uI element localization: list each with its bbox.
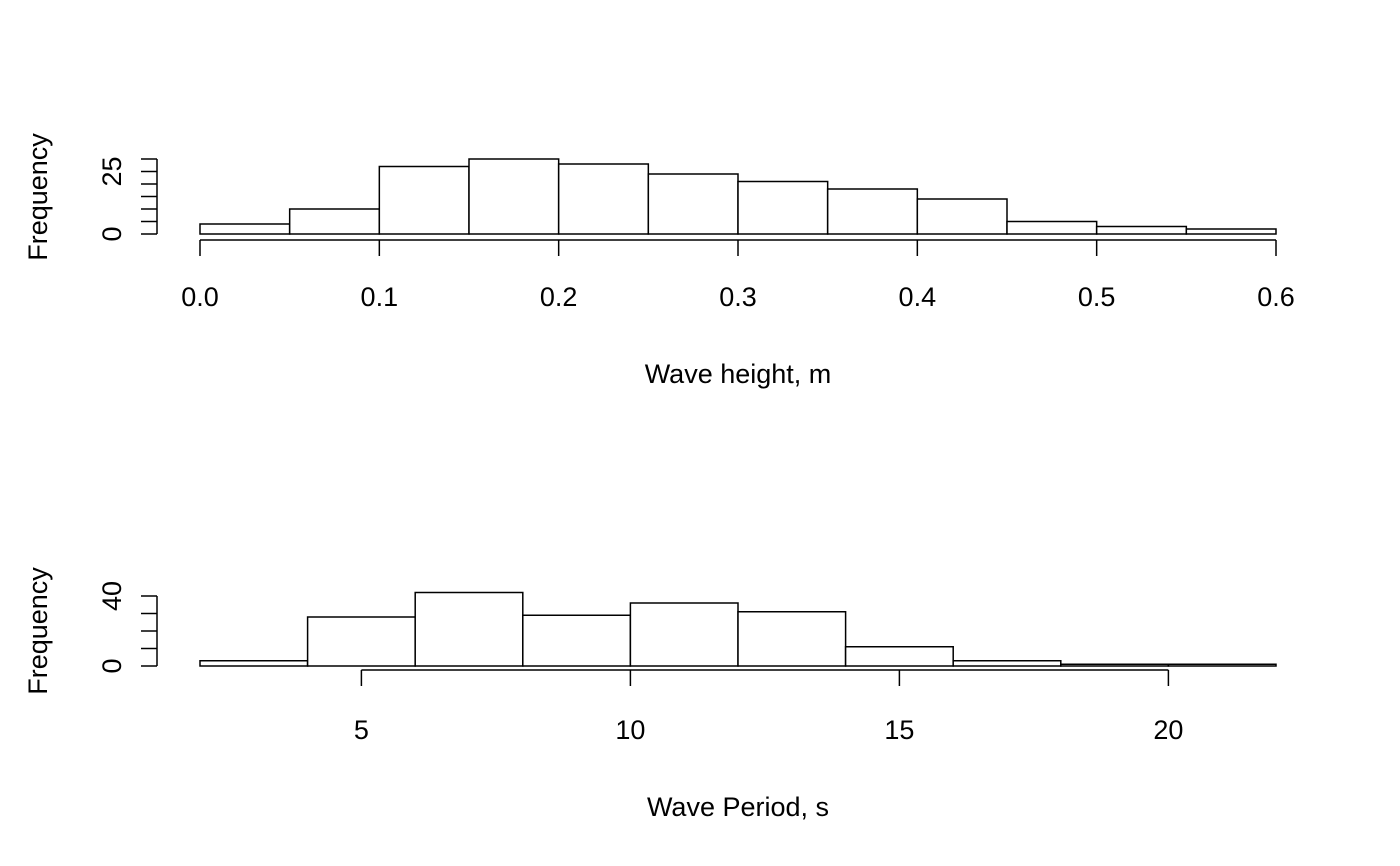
wave-height-x-tick-label: 0.5 xyxy=(1078,282,1116,312)
wave-height-bar xyxy=(1185,228,1277,235)
wave-period-bars xyxy=(199,591,1277,667)
wave-height-bar xyxy=(557,163,650,235)
wave-height-x-tick-label: 0.1 xyxy=(361,282,399,312)
wave-period-x-label: Wave Period, s xyxy=(647,792,829,822)
wave-period-y-axis: 0 40 xyxy=(97,581,158,674)
wave-period-bar xyxy=(737,611,847,667)
wave-period-bar xyxy=(199,660,309,667)
wave-height-bars xyxy=(199,158,1277,235)
wave-period-y-tick-label: 40 xyxy=(97,581,127,611)
wave-height-x-label: Wave height, m xyxy=(645,359,832,389)
wave-height-x-tick-label: 0.2 xyxy=(540,282,578,312)
wave-height-x-tick-label: 0.6 xyxy=(1257,282,1295,312)
wave-height-bar xyxy=(1006,220,1098,235)
wave-period-bar xyxy=(844,646,954,667)
panel-wave-height: 0.0 0.1 0.2 0.3 0.4 0.5 0.6 0 25 Wave height, m… xyxy=(23,133,1295,389)
wave-period-bar xyxy=(414,591,524,667)
wave-period-bar xyxy=(522,614,632,667)
wave-height-x-axis: 0.0 0.1 0.2 0.3 0.4 0.5 0.6 xyxy=(181,239,1295,312)
wave-height-bar xyxy=(1095,225,1188,235)
wave-height-x-tick-label: 0.4 xyxy=(899,282,937,312)
wave-period-bar xyxy=(952,660,1062,667)
wave-height-y-label: Frequency xyxy=(23,133,53,261)
wave-period-x-axis: 5 10 15 20 xyxy=(354,669,1183,745)
wave-height-bar xyxy=(378,165,470,235)
wave-height-x-tick-label: 0.0 xyxy=(181,282,219,312)
wave-height-x-tick-label: 0.3 xyxy=(719,282,757,312)
wave-period-x-tick-label: 10 xyxy=(615,715,645,745)
wave-period-x-tick-label: 15 xyxy=(884,715,914,745)
wave-height-bar xyxy=(288,208,381,235)
wave-height-bar xyxy=(737,180,829,235)
wave-period-bar xyxy=(1167,663,1277,667)
wave-period-bar xyxy=(1060,663,1170,667)
wave-height-bar xyxy=(199,223,291,235)
panel-wave-period: 5 10 15 20 0 40 Wave Period, s Frequency xyxy=(23,567,1277,822)
wave-height-y-tick-label: 25 xyxy=(97,156,127,186)
wave-period-y-tick-label: 0 xyxy=(97,658,127,673)
wave-period-bar xyxy=(629,602,739,667)
wave-height-bar xyxy=(826,188,919,235)
wave-height-bar xyxy=(916,198,1008,235)
wave-height-y-axis: 0 25 xyxy=(97,156,158,242)
wave-period-y-label: Frequency xyxy=(23,567,53,695)
wave-height-bar xyxy=(468,158,560,235)
wave-height-bar xyxy=(647,173,739,235)
wave-period-x-tick-label: 20 xyxy=(1153,715,1183,745)
wave-period-bar xyxy=(306,616,416,667)
wave-height-y-tick-label: 0 xyxy=(97,226,127,241)
wave-period-x-tick-label: 5 xyxy=(354,715,369,745)
